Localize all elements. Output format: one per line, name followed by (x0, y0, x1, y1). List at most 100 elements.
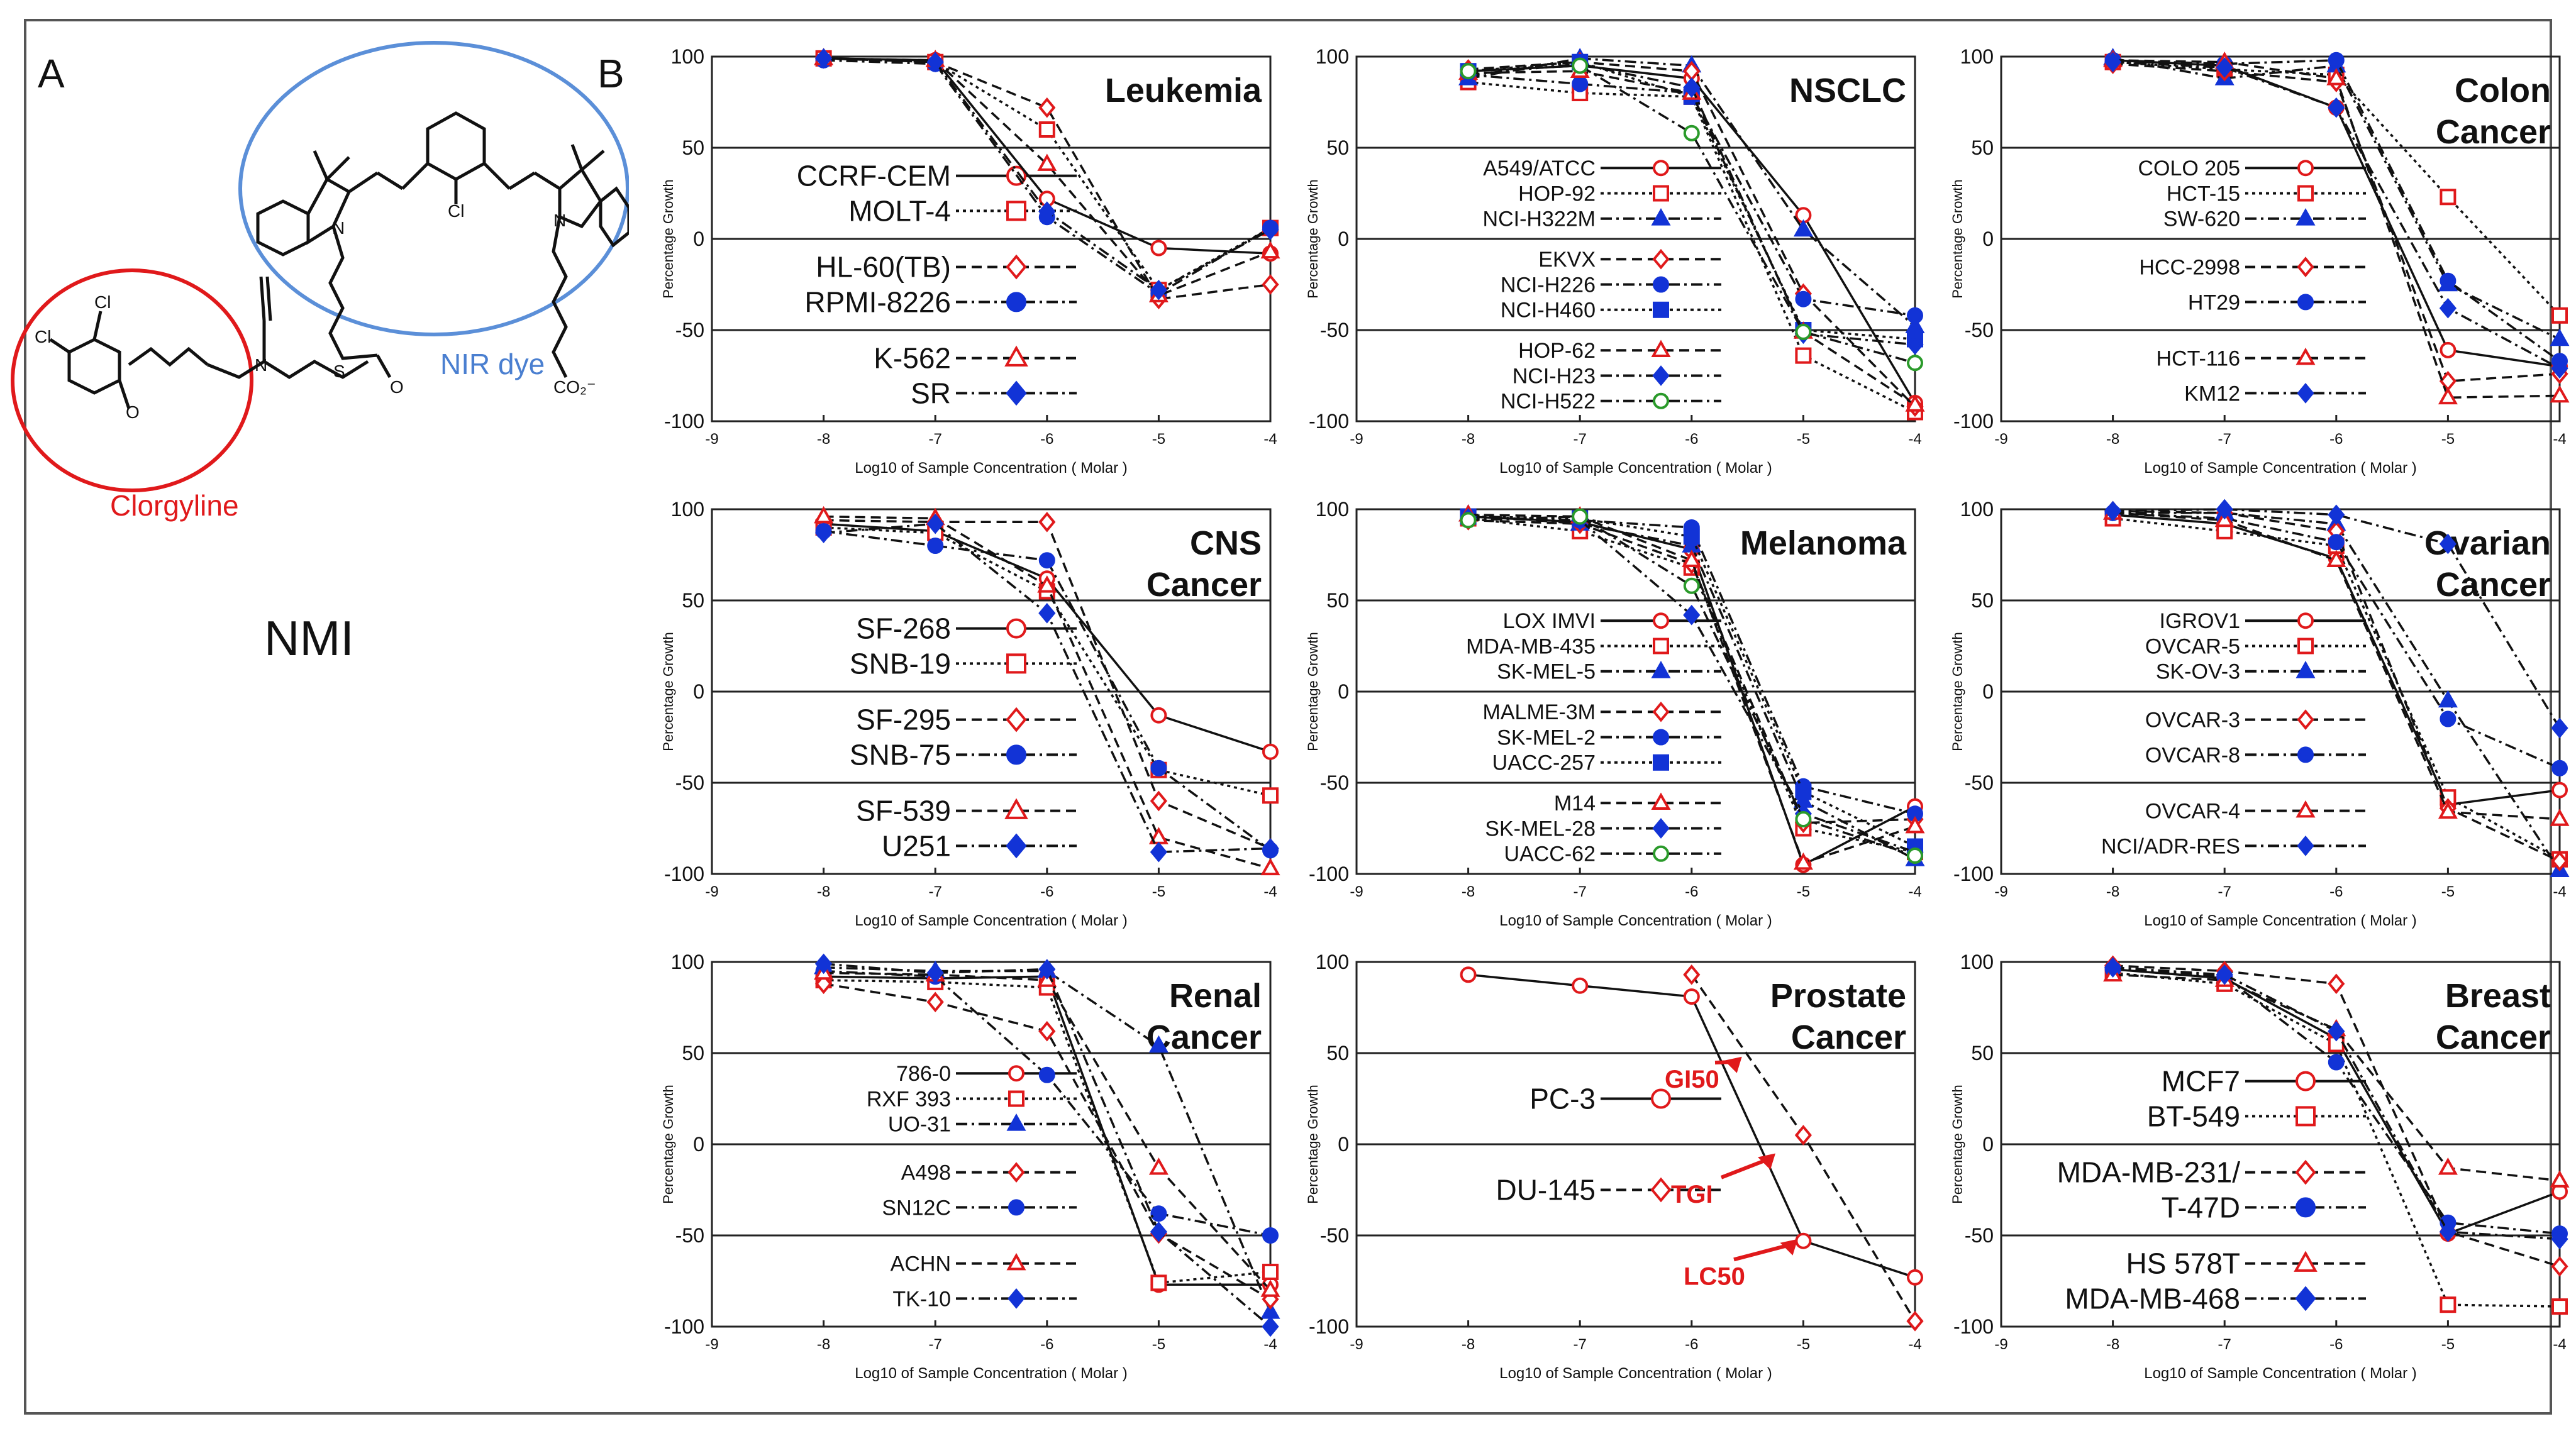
y-axis-label: Percentage Growth (660, 179, 676, 299)
legend-marker (1652, 365, 1670, 386)
y-axis-label: Percentage Growth (1950, 179, 1965, 299)
series-line (1468, 513, 1916, 861)
legend-label: OVCAR-8 (2145, 743, 2240, 767)
data-point (2104, 957, 2122, 978)
legend-marker (1653, 612, 1669, 629)
legend-label: MDA-MB-231/ (2057, 1156, 2241, 1189)
legend-label: SF-295 (856, 704, 951, 736)
annotation-arrow (1720, 1156, 1772, 1179)
y-tick-label: 100 (671, 951, 704, 973)
legend-label: T-47D (2162, 1191, 2240, 1223)
legend-label: NCI-H23 (1513, 364, 1596, 388)
y-tick-label: -100 (1953, 863, 1994, 885)
x-tick-label: -9 (1994, 883, 2007, 900)
chart-title: CNS (1190, 524, 1262, 562)
data-point (814, 505, 834, 524)
legend-marker (2297, 836, 2314, 856)
legend-marker (1006, 380, 1027, 406)
legend-label: OVCAR-3 (2145, 709, 2240, 732)
legend-label: KM12 (2184, 382, 2240, 406)
y-tick-label: 0 (693, 228, 704, 250)
legend-marker (2296, 1106, 2316, 1127)
x-tick-label: -6 (1685, 431, 1698, 448)
legend-label: SR (911, 377, 951, 409)
y-tick-label: -50 (1320, 771, 1349, 794)
legend-marker (1652, 701, 1670, 722)
legend-marker (1651, 208, 1671, 226)
legend-marker (1008, 1199, 1024, 1216)
legend-marker (1008, 1288, 1025, 1309)
series-line (823, 57, 1271, 301)
data-point (1572, 75, 1589, 92)
chart-leukemia: 100 50 0 -50 -100-9 -8 -7 -6 -5 -4 Log10 of Sample… (660, 45, 1280, 477)
chart-colon: 100 50 0 -50 -100-9 -8 -7 -6 -5 -4 Log10 of Sample… (1950, 45, 2570, 477)
x-tick-label: -8 (2106, 883, 2119, 900)
data-point (1795, 811, 1812, 827)
legend-marker (2297, 746, 2314, 763)
data-point (1150, 841, 1168, 863)
y-tick-label: -100 (664, 863, 704, 885)
legend-label: MCF7 (2162, 1065, 2240, 1098)
data-point (2550, 385, 2570, 403)
data-point (1037, 153, 1057, 171)
y-tick-label: 100 (1960, 498, 1994, 521)
data-point (2440, 1296, 2457, 1313)
x-tick-label: -7 (2218, 1336, 2231, 1353)
legend-marker (1652, 818, 1670, 839)
data-point (1683, 77, 1701, 98)
legend-marker (2295, 1159, 2316, 1185)
x-axis-label: Log10 of Sample Concentration ( Molar ) (855, 912, 1128, 929)
y-tick-label: 100 (671, 45, 704, 68)
data-point (2551, 1229, 2568, 1250)
svg-text:Cl: Cl (94, 292, 111, 312)
legend-label: CCRF-CEM (797, 160, 951, 192)
x-tick-label: -7 (2218, 883, 2231, 900)
data-point (1038, 1066, 1055, 1083)
data-point (1150, 1221, 1168, 1242)
svg-text:N: N (553, 211, 566, 230)
legend-marker (1006, 292, 1026, 312)
y-axis-label: Percentage Growth (1950, 1085, 1965, 1204)
data-point (1262, 274, 1279, 295)
legend-label: UO-31 (888, 1113, 951, 1137)
chart-title: Cancer (1146, 566, 1262, 604)
data-point (1572, 57, 1589, 74)
x-tick-label: -9 (1350, 883, 1363, 900)
x-tick-label: -7 (1574, 883, 1587, 900)
nmi-structure: N Cl N N O S O Cl Cl CO₂⁻ NIR dye Clorgyline (11, 41, 629, 522)
data-point (1038, 121, 1055, 138)
annotation-label: GI50 (1665, 1066, 1719, 1093)
y-tick-label: 0 (1982, 1133, 1994, 1156)
data-point (2551, 782, 2568, 798)
data-point (2439, 1221, 2457, 1242)
y-tick-label: 0 (1338, 1133, 1349, 1156)
data-point (2328, 97, 2345, 118)
data-point (1150, 707, 1167, 724)
data-point (2438, 1157, 2458, 1175)
legend-marker (1004, 345, 1028, 367)
legend-label: PC-3 (1530, 1083, 1596, 1115)
legend-marker (1653, 185, 1669, 202)
panel-a-label: A (38, 51, 65, 96)
clorgyline-label: Clorgyline (110, 489, 239, 522)
y-tick-label: 50 (682, 1042, 704, 1064)
x-tick-label: -4 (1908, 1336, 1921, 1353)
annotation-arrowhead (1780, 1239, 1798, 1256)
data-point (1038, 602, 1056, 624)
y-tick-label: -50 (675, 1224, 704, 1247)
x-tick-label: -4 (2553, 883, 2566, 900)
legend-marker (2295, 1286, 2316, 1312)
svg-text:N: N (255, 355, 267, 375)
data-point (814, 522, 833, 544)
y-tick-label: -50 (1965, 1224, 1994, 1247)
legend-label: SF-268 (856, 612, 951, 645)
data-point (1682, 550, 1702, 567)
data-point (2440, 272, 2457, 289)
y-tick-label: -50 (1320, 319, 1349, 341)
legend-label: HT29 (2188, 290, 2240, 314)
legend-marker (2296, 800, 2316, 818)
x-tick-label: -4 (1263, 883, 1277, 900)
legend-label: ACHN (891, 1252, 951, 1276)
svg-text:N: N (332, 218, 345, 238)
data-point (2551, 717, 2568, 739)
